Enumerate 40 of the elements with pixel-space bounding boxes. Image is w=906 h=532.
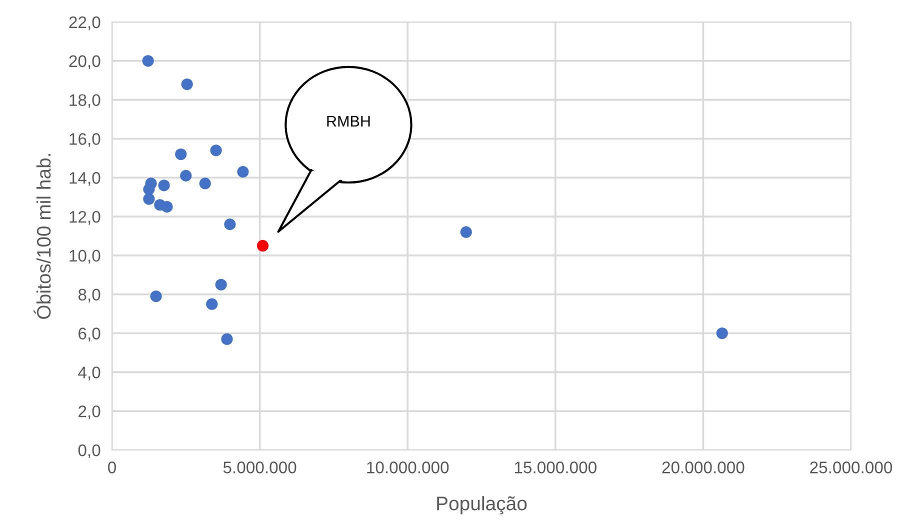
point	[221, 333, 233, 345]
point	[716, 327, 728, 340]
y-tick-label: 16,0	[70, 133, 100, 147]
point	[181, 78, 193, 90]
point	[161, 201, 173, 213]
x-tick-label: 0	[108, 462, 116, 474]
y-tick-label: 22,0	[69, 16, 100, 30]
x-tick-label: 10.000.000	[367, 462, 449, 474]
y-tick-label: 14,0	[70, 172, 100, 186]
y-tick-label: 18,0	[70, 94, 100, 108]
y-tick-label: 4,0	[78, 366, 100, 380]
point	[460, 226, 472, 238]
y-tick-label: 8,0	[78, 288, 100, 303]
y-tick-label: 10,0	[70, 250, 100, 264]
y-tick-label: 20,0	[69, 55, 100, 70]
y-axis-title: Óbitos/100 mil hab.	[34, 154, 51, 319]
point	[210, 144, 222, 156]
x-tick-label: 20.000.000	[662, 462, 744, 474]
point	[180, 170, 192, 182]
point	[143, 184, 155, 196]
point	[215, 278, 227, 290]
point	[143, 193, 155, 205]
point	[206, 298, 218, 310]
y-tick-label: 6,0	[78, 328, 100, 342]
y-tick-label: 2,0	[78, 405, 100, 420]
point	[224, 218, 236, 230]
point	[237, 166, 249, 178]
point	[199, 178, 211, 190]
point	[142, 55, 154, 67]
x-axis-title: População	[437, 496, 527, 514]
x-tick-label: 5.000.000	[223, 462, 296, 474]
point	[175, 148, 187, 160]
y-tick-label: 0,0	[78, 444, 100, 458]
point	[158, 180, 170, 192]
point	[256, 240, 269, 252]
x-tick-label: 25.000.000	[810, 462, 892, 474]
point	[150, 290, 162, 302]
x-tick-label: 15.000.000	[514, 462, 596, 474]
annotation: RMBH	[327, 116, 370, 127]
y-tick-label: 12,0	[70, 210, 100, 225]
